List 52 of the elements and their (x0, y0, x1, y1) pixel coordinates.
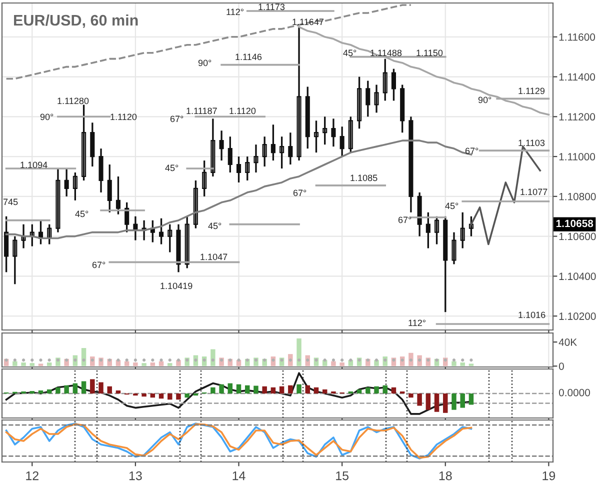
text: 1.10658 (556, 220, 594, 228)
annotation: 1.1129 (518, 88, 545, 94)
annotation: 1.11647 (292, 18, 324, 26)
y-tick-label: 1.10400 (559, 272, 596, 280)
y-tick-label: 1.11200 (559, 113, 596, 121)
annotation: 67° (170, 116, 184, 122)
annotation: 1.1120 (230, 108, 256, 114)
x-tick-label: 13 (129, 471, 142, 480)
annotation: 1.1016 (518, 312, 546, 318)
y-tick-label: 40K (558, 338, 577, 346)
annotation: 1.1085 (350, 174, 378, 182)
annotation: 112° (226, 8, 244, 15)
annotation: 67° (398, 216, 412, 224)
annotation: 1.1150 (416, 50, 443, 56)
y-tick-label: 1.10600 (559, 232, 596, 240)
annotation: 112° (408, 320, 426, 326)
annotation: 1.1120 (110, 114, 137, 120)
annotation: 45° (75, 210, 88, 218)
annotation: 1.1047 (200, 254, 228, 260)
annotation: 90° (40, 114, 54, 120)
annotation: 1.10419 (160, 282, 192, 290)
annotation: 1.11280 (58, 98, 89, 104)
y-tick-label: 1.10200 (559, 312, 596, 320)
annotation: 90° (198, 60, 212, 66)
x-tick-label: 18 (439, 471, 452, 480)
annotation: 67° (293, 190, 306, 196)
x-tick-label: 14 (232, 471, 246, 480)
annotation: 745 (3, 198, 18, 206)
annotation: 1.1146 (236, 54, 262, 60)
annotation: 45° (165, 164, 178, 172)
y-tick-label: 1.11000 (559, 153, 596, 160)
annotation: 1.1173 (258, 4, 285, 10)
annotation: 67° (92, 262, 106, 268)
y-tick-label: 0 (558, 362, 564, 370)
annotation: 1.1094 (20, 162, 48, 168)
y-tick-label: 1.11400 (559, 73, 596, 81)
annotation: 45° (445, 202, 458, 210)
y-tick-label: 1.10800 (559, 192, 596, 200)
x-tick-label: 15 (336, 471, 348, 480)
annotation: 1.11488 (370, 50, 402, 56)
annotation: 1.1077 (520, 188, 548, 196)
annotation: 67° (465, 148, 478, 154)
annotation: 1.1103 (518, 140, 545, 146)
annotation: 45° (343, 50, 356, 56)
y-tick-label: 1.11600 (559, 33, 596, 41)
annotation: 90° (478, 96, 492, 104)
annotation: 45° (208, 222, 222, 230)
annotation: 1.11187 (186, 108, 217, 114)
ref-line-label: 0.0000 (558, 388, 590, 396)
x-tick-label: 12 (26, 471, 38, 480)
text: EUR/USD, 60 min (14, 14, 138, 28)
x-tick-label: 19 (542, 471, 556, 480)
